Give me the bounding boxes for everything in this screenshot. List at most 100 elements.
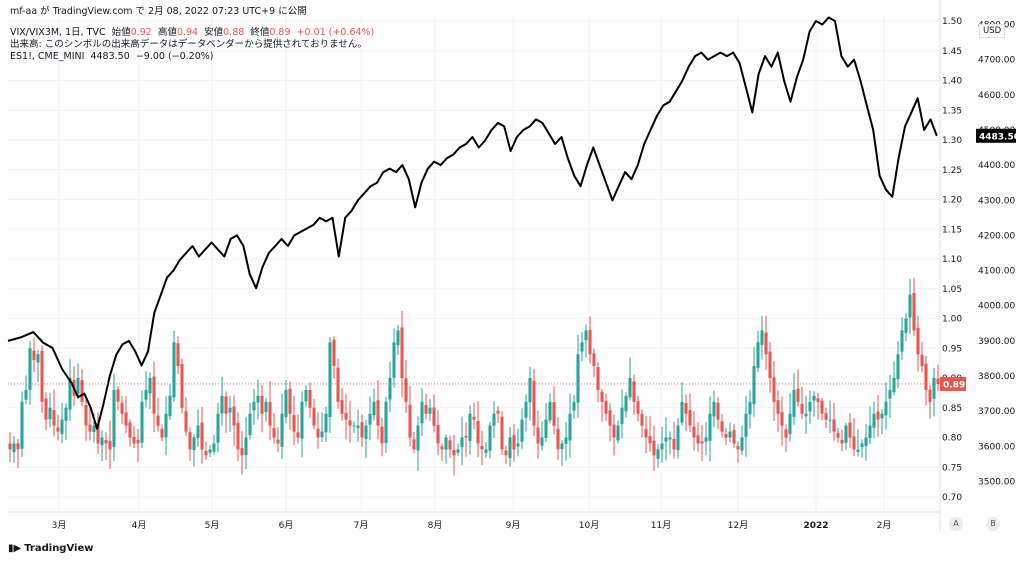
- axis-b-button[interactable]: B: [986, 517, 1000, 531]
- x-axis-tick-label: 4月: [132, 520, 147, 531]
- es-price-tag: [976, 128, 1016, 143]
- vix-candle-body: [324, 413, 328, 433]
- vix-candle-body: [300, 401, 304, 439]
- x-axis-tick-label: 2022: [803, 521, 828, 531]
- vix-candle-body: [508, 437, 512, 459]
- vix-candle-body: [248, 413, 252, 436]
- vix-candle-body: [388, 378, 392, 400]
- vix-candle-body: [344, 412, 348, 420]
- vix-candle-body: [620, 407, 624, 424]
- vix-axis-tick-label: 1.35: [942, 106, 962, 116]
- vix-candle-body: [912, 293, 916, 331]
- open-value: 0.92: [130, 27, 152, 38]
- close-label: 終値: [250, 27, 270, 38]
- vix-candle-body: [420, 401, 424, 424]
- x-axis-tick-label: 5月: [205, 520, 220, 531]
- vix-candle-body: [304, 389, 308, 402]
- vix-candle-body: [296, 432, 300, 438]
- vix-candle-body: [460, 437, 464, 447]
- high-value: 0.94: [176, 27, 199, 38]
- vix-candle-body: [88, 424, 92, 432]
- vix-axis-tick-label: 1.20: [942, 196, 962, 206]
- vix-candle-body: [632, 381, 636, 402]
- vix-candle-body: [600, 391, 604, 402]
- vix-candle-body: [924, 363, 928, 390]
- vix-candle-body: [568, 413, 572, 441]
- low-value: 0.88: [223, 27, 245, 38]
- vix-candle-body: [860, 443, 864, 448]
- vix-candle-body: [636, 401, 640, 414]
- axis-auto-button[interactable]: A: [949, 517, 963, 531]
- vix-candle-body: [32, 350, 36, 361]
- vix-candle-body: [744, 413, 748, 437]
- vix-candle-body: [356, 425, 360, 429]
- vix-candle-body: [736, 445, 740, 450]
- vix-candle-body: [792, 389, 796, 417]
- vix-candle-body: [812, 395, 816, 401]
- vix-candle-body: [504, 450, 508, 456]
- vix-candle-body: [768, 351, 772, 378]
- vix-candle-body: [628, 378, 632, 398]
- vix-candle-body: [788, 413, 792, 435]
- vix-candle-body: [400, 327, 404, 378]
- vix-candle-body: [56, 427, 60, 432]
- vix-candle-body: [656, 449, 660, 459]
- vix-candle-body: [432, 407, 436, 426]
- vix-candle-body: [352, 425, 356, 427]
- vix-axis-tick-label: 0.75: [942, 463, 962, 473]
- vix-candle-body: [900, 330, 904, 352]
- vix-candle-body: [124, 412, 128, 426]
- vix-candle-body: [604, 400, 608, 414]
- vix-candle-body: [116, 389, 120, 402]
- x-axis-tick-label: 12月: [728, 520, 748, 531]
- vix-candle-body: [48, 407, 52, 420]
- es-axis-tick-label: 4200.00: [978, 231, 1015, 241]
- vix-candle-body: [428, 407, 432, 414]
- vix-candle-body: [340, 400, 344, 414]
- vix-candle-body: [876, 411, 880, 420]
- tradingview-logo[interactable]: ▮▶ TradingView: [8, 543, 93, 554]
- vix-axis-tick-label: 1.45: [942, 47, 962, 57]
- vix-candle-body: [496, 410, 500, 414]
- vix-candle-body: [684, 403, 688, 414]
- vix-candle-body: [772, 377, 776, 402]
- vix-candle-body: [784, 429, 788, 438]
- vix-candle-body: [24, 389, 28, 400]
- vix-candle-body: [380, 426, 384, 444]
- open-label: 始値: [111, 27, 131, 38]
- x-axis-tick-label: 11月: [651, 520, 671, 531]
- vix-candle-body: [500, 416, 504, 450]
- vix-candle-body: [516, 443, 520, 447]
- vix-candle-body: [184, 411, 188, 432]
- vix-candle-body: [288, 388, 292, 414]
- vix-candle-body: [824, 412, 828, 420]
- vix-candle-body: [308, 390, 312, 408]
- vix-candle-body: [240, 447, 244, 456]
- vix-candle-body: [180, 364, 184, 408]
- vix-candle-body: [160, 428, 164, 438]
- vix-candle-body: [668, 437, 672, 440]
- vix-candle-body: [520, 419, 524, 442]
- x-axis-tick-label: 9月: [506, 520, 521, 531]
- vix-candle-body: [528, 378, 532, 403]
- vix-candle-body: [488, 425, 492, 451]
- x-axis-tick-label: 8月: [428, 520, 443, 531]
- vix-candle-body: [20, 401, 24, 449]
- vix-candle-body: [196, 425, 200, 438]
- vix-candle-body: [548, 401, 552, 421]
- vix-candle-body: [404, 378, 408, 402]
- vix-symbol: VIX/VIX3M, 1日, TVC: [10, 27, 106, 38]
- tv-logo-icon: ▮▶: [8, 543, 22, 554]
- vix-candle-body: [52, 410, 56, 426]
- vix-candle-body: [872, 413, 876, 428]
- vix-candle-body: [276, 439, 280, 444]
- vix-candle-body: [724, 434, 728, 438]
- currency-button[interactable]: USD: [979, 24, 1006, 38]
- es-axis-tick-label: 3800.00: [978, 372, 1015, 382]
- vix-candle-body: [688, 410, 692, 426]
- vix-candle-body: [456, 449, 460, 453]
- vix-candle-body: [936, 378, 940, 384]
- vix-candle-body: [364, 425, 368, 439]
